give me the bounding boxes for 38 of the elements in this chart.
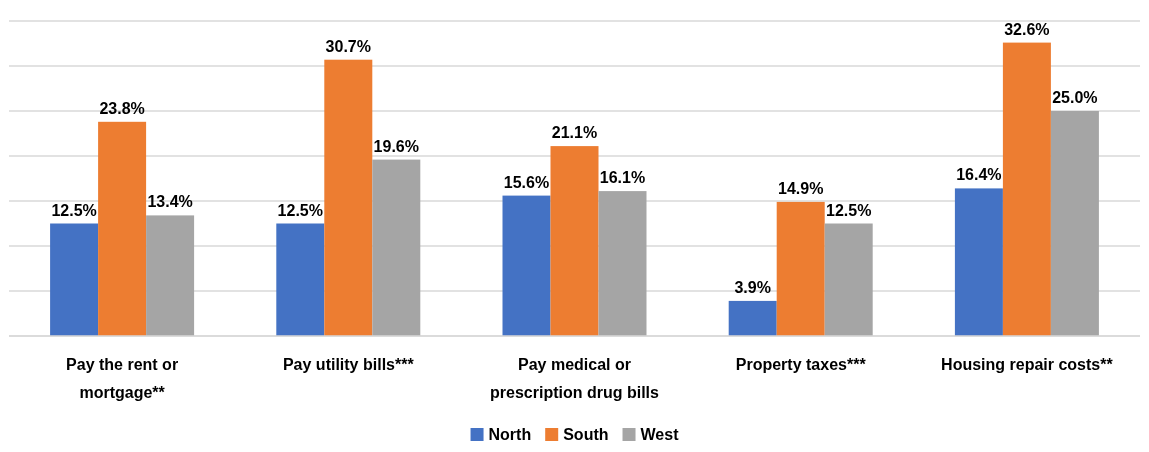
data-label: 16.4% xyxy=(956,166,1002,184)
x-tick-label: Property taxes*** xyxy=(735,356,867,373)
bar xyxy=(550,146,599,336)
bar xyxy=(146,215,195,336)
bar xyxy=(1002,42,1051,336)
bar xyxy=(598,191,647,336)
data-label: 25.0% xyxy=(1052,89,1098,106)
data-label: 3.9% xyxy=(734,278,771,296)
data-label: 12.5% xyxy=(51,201,97,219)
data-label: 32.6% xyxy=(1004,20,1050,38)
data-label: 13.4% xyxy=(147,193,193,211)
bar xyxy=(50,223,99,336)
bar xyxy=(954,188,1003,336)
legend-label: West xyxy=(640,426,680,443)
x-tick-label: Pay utility bills*** xyxy=(282,356,415,373)
bar xyxy=(502,195,551,336)
data-label: 12.5% xyxy=(826,201,872,219)
bar xyxy=(276,223,325,336)
x-tick-label: Housing repair costs** xyxy=(941,356,1114,373)
data-label: 15.6% xyxy=(503,173,550,191)
data-label: 21.1% xyxy=(551,124,598,142)
data-label: 14.9% xyxy=(778,179,824,197)
x-tick-label: Pay medical or prescription drug bills xyxy=(490,356,660,401)
bar xyxy=(324,59,373,336)
legend-label: North xyxy=(488,426,532,443)
bar xyxy=(372,159,421,336)
legend-label: South xyxy=(563,426,609,443)
data-label: 19.6% xyxy=(373,137,419,155)
data-label: 30.7% xyxy=(325,37,371,55)
bar xyxy=(728,300,777,336)
x-tick-label: Pay the rent or mortgage** xyxy=(66,356,179,401)
bar xyxy=(824,223,873,336)
bar xyxy=(776,201,825,336)
bar xyxy=(98,121,147,336)
data-label: 23.8% xyxy=(99,99,145,117)
data-label: 12.5% xyxy=(277,201,323,219)
data-label: 16.1% xyxy=(599,169,646,187)
bar xyxy=(1050,111,1099,336)
